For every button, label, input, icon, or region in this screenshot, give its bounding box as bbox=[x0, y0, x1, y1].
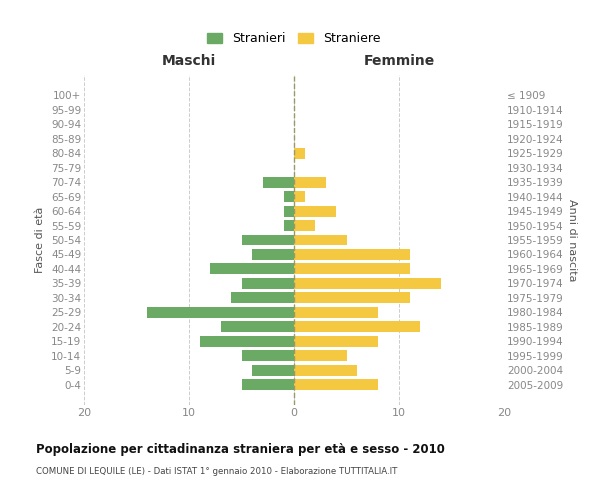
Y-axis label: Anni di nascita: Anni di nascita bbox=[568, 198, 577, 281]
Bar bbox=[294, 336, 378, 346]
Bar bbox=[241, 234, 294, 246]
Bar bbox=[294, 350, 347, 361]
Text: Popolazione per cittadinanza straniera per età e sesso - 2010: Popolazione per cittadinanza straniera p… bbox=[36, 442, 445, 456]
Text: COMUNE DI LEQUILE (LE) - Dati ISTAT 1° gennaio 2010 - Elaborazione TUTTITALIA.IT: COMUNE DI LEQUILE (LE) - Dati ISTAT 1° g… bbox=[36, 468, 397, 476]
Bar bbox=[294, 191, 305, 202]
Y-axis label: Fasce di età: Fasce di età bbox=[35, 207, 46, 273]
Bar bbox=[241, 379, 294, 390]
Bar bbox=[284, 220, 294, 231]
Legend: Stranieri, Straniere: Stranieri, Straniere bbox=[203, 28, 385, 49]
Bar bbox=[294, 307, 378, 318]
Bar bbox=[147, 307, 294, 318]
Bar bbox=[199, 336, 294, 346]
Bar bbox=[231, 292, 294, 304]
Bar bbox=[263, 176, 294, 188]
Bar bbox=[294, 364, 357, 376]
Bar bbox=[252, 249, 294, 260]
Text: Femmine: Femmine bbox=[364, 54, 434, 68]
Bar bbox=[294, 148, 305, 158]
Bar bbox=[221, 322, 294, 332]
Bar bbox=[294, 220, 315, 231]
Bar bbox=[252, 364, 294, 376]
Bar bbox=[210, 264, 294, 274]
Bar bbox=[294, 379, 378, 390]
Bar bbox=[294, 249, 409, 260]
Bar bbox=[294, 206, 336, 216]
Bar bbox=[294, 278, 441, 289]
Text: Maschi: Maschi bbox=[162, 54, 216, 68]
Bar bbox=[241, 350, 294, 361]
Bar bbox=[294, 234, 347, 246]
Bar bbox=[294, 176, 325, 188]
Bar bbox=[284, 206, 294, 216]
Bar bbox=[294, 322, 420, 332]
Bar bbox=[294, 264, 409, 274]
Bar bbox=[241, 278, 294, 289]
Bar bbox=[294, 292, 409, 304]
Bar bbox=[284, 191, 294, 202]
